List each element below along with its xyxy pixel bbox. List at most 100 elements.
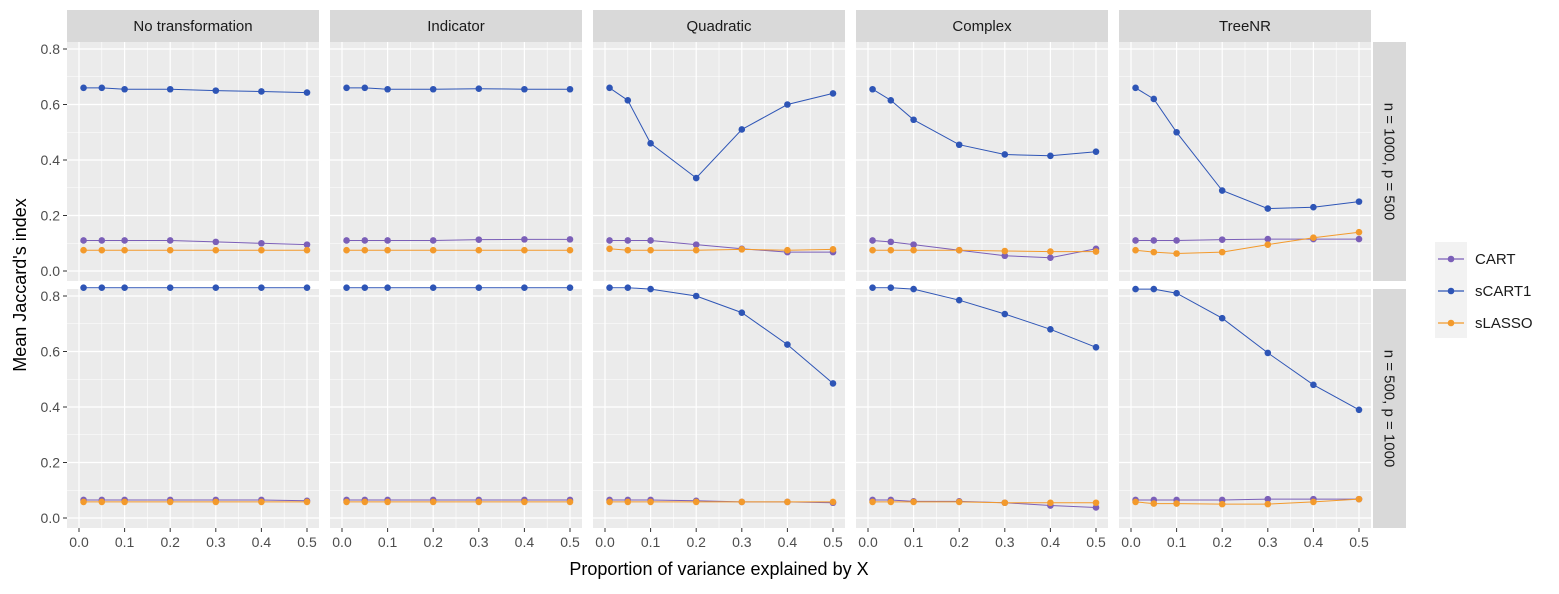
data-point-scart1 <box>521 284 528 291</box>
row-strip <box>1373 289 1406 528</box>
x-tick-label: 0.2 <box>686 534 706 550</box>
data-point-scart1 <box>1173 289 1180 297</box>
x-tick-label: 0.5 <box>1349 534 1369 550</box>
data-point-slasso <box>521 246 528 254</box>
data-point-scart1 <box>303 89 311 96</box>
row-strip <box>1373 42 1406 281</box>
data-point-scart1 <box>1001 151 1009 158</box>
data-point-slasso <box>258 498 265 506</box>
y-tick-label: 0.8 <box>41 288 61 304</box>
data-point-slasso <box>1355 228 1363 236</box>
legend-key-point <box>1447 287 1455 295</box>
data-point-slasso <box>1355 495 1363 503</box>
x-tick-label: 0.4 <box>778 534 798 550</box>
data-point-cart <box>566 236 574 243</box>
data-point-slasso <box>1047 248 1054 255</box>
x-tick-label: 0.4 <box>1041 534 1061 550</box>
data-point-cart <box>1264 495 1272 503</box>
x-tick-label: 0.3 <box>1258 534 1278 550</box>
data-point-slasso <box>258 246 265 254</box>
data-point-slasso <box>98 498 106 506</box>
data-point-slasso <box>521 498 528 506</box>
data-point-scart1 <box>647 285 654 293</box>
row-strip-label: n = 1000, p = 500 <box>1381 103 1398 221</box>
data-point-slasso <box>98 246 106 254</box>
data-point-slasso <box>624 498 632 506</box>
data-point-cart <box>80 237 87 244</box>
data-point-slasso <box>738 246 746 253</box>
data-point-scart1 <box>647 140 654 147</box>
data-point-scart1 <box>1092 344 1100 351</box>
data-point-slasso <box>566 246 574 254</box>
data-point-slasso <box>384 246 391 254</box>
data-point-scart1 <box>258 88 265 95</box>
data-point-scart1 <box>343 284 350 291</box>
data-point-slasso <box>624 246 632 254</box>
data-point-scart1 <box>1150 95 1158 103</box>
data-point-cart <box>98 237 106 244</box>
x-axis-title: Proportion of variance explained by X <box>569 559 868 579</box>
data-point-scart1 <box>1218 314 1226 322</box>
data-point-cart <box>303 241 311 248</box>
data-point-cart <box>361 237 369 244</box>
data-point-slasso <box>692 246 700 254</box>
data-point-scart1 <box>361 84 369 92</box>
column-strip <box>593 10 845 42</box>
y-tick-label: 0.4 <box>41 152 61 168</box>
data-point-cart <box>606 237 613 244</box>
data-point-slasso <box>1092 499 1100 507</box>
data-point-scart1 <box>212 284 220 291</box>
data-point-slasso <box>1218 248 1226 256</box>
data-point-slasso <box>1132 498 1139 506</box>
data-point-scart1 <box>1355 406 1363 414</box>
data-point-slasso <box>738 498 746 506</box>
x-tick-label: 0.3 <box>469 534 489 550</box>
data-point-scart1 <box>606 84 613 92</box>
data-point-slasso <box>121 498 128 506</box>
data-point-slasso <box>429 498 437 506</box>
data-point-cart <box>1092 504 1100 511</box>
row-strip-label: n = 500, p = 1000 <box>1381 350 1398 468</box>
y-tick-label: 0.2 <box>41 208 61 224</box>
data-point-slasso <box>910 246 917 254</box>
data-point-cart <box>1355 235 1363 243</box>
x-tick-label: 0.3 <box>206 534 226 550</box>
data-point-slasso <box>212 498 220 506</box>
x-tick-label: 0.1 <box>904 534 924 550</box>
x-tick-label: 0.1 <box>115 534 135 550</box>
x-tick-label: 0.0 <box>595 534 615 550</box>
data-point-scart1 <box>869 284 876 291</box>
data-point-cart <box>212 238 220 246</box>
y-axis-title: Mean Jaccard's index <box>10 198 30 372</box>
data-point-cart <box>1218 236 1226 243</box>
data-point-scart1 <box>166 85 174 93</box>
x-tick-label: 0.5 <box>297 534 317 550</box>
data-point-cart <box>166 237 174 244</box>
legend-key-point <box>1447 255 1455 263</box>
legend-label: sCART1 <box>1475 283 1531 300</box>
y-tick-label: 0.6 <box>41 97 61 113</box>
x-tick-label: 0.1 <box>378 534 398 550</box>
data-point-scart1 <box>1310 203 1317 211</box>
data-point-slasso <box>566 498 574 506</box>
data-point-scart1 <box>384 284 391 291</box>
data-point-slasso <box>1047 499 1054 507</box>
data-point-slasso <box>1132 246 1139 254</box>
data-point-cart <box>1132 237 1139 244</box>
data-point-slasso <box>1310 498 1317 506</box>
data-point-slasso <box>166 246 174 254</box>
data-point-slasso <box>692 498 700 506</box>
data-point-cart <box>887 238 895 246</box>
column-strip <box>1119 10 1371 42</box>
data-point-scart1 <box>121 85 128 93</box>
data-point-scart1 <box>566 85 574 93</box>
y-tick-label: 0.4 <box>41 399 61 415</box>
legend-label: sLASSO <box>1475 315 1533 332</box>
data-point-slasso <box>343 246 350 254</box>
data-point-cart <box>521 236 528 243</box>
data-point-slasso <box>212 246 220 254</box>
data-point-slasso <box>1264 500 1272 508</box>
data-point-slasso <box>121 246 128 254</box>
data-point-slasso <box>1310 234 1317 241</box>
data-point-slasso <box>303 498 311 506</box>
